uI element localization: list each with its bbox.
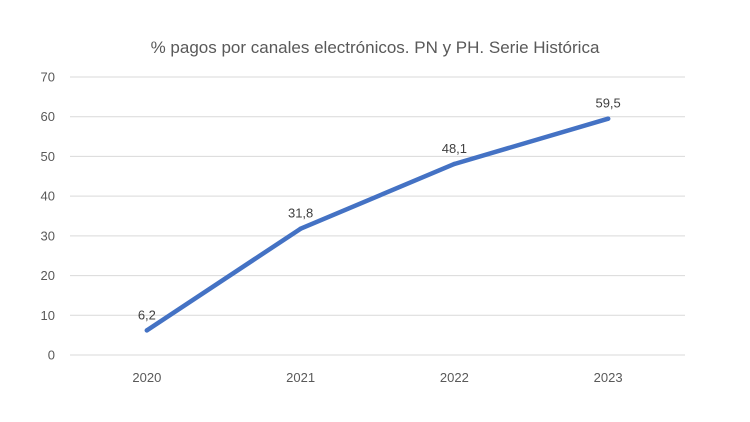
- y-tick-label: 30: [41, 228, 55, 243]
- y-tick-label: 50: [41, 149, 55, 164]
- data-label: 6,2: [138, 307, 156, 322]
- chart-title: % pagos por canales electrónicos. PN y P…: [150, 38, 600, 57]
- data-label: 31,8: [288, 206, 313, 221]
- x-axis-ticks: 2020 2021 2022 2023: [132, 370, 622, 385]
- y-tick-label: 0: [48, 348, 55, 363]
- x-tick-label: 2021: [286, 370, 315, 385]
- x-tick-label: 2020: [132, 370, 161, 385]
- x-tick-label: 2023: [594, 370, 623, 385]
- y-tick-label: 40: [41, 189, 55, 204]
- data-label: 59,5: [595, 96, 620, 111]
- gridlines: [70, 76, 685, 356]
- y-tick-label: 20: [41, 268, 55, 283]
- data-point: [605, 116, 611, 121]
- series-line: [144, 116, 611, 333]
- series-line-group: [144, 116, 611, 333]
- y-tick-label: 60: [41, 109, 55, 124]
- data-point: [452, 161, 457, 167]
- data-point: [298, 226, 303, 231]
- y-axis-ticks: 0 10 20 30 40 50 60 70: [41, 70, 55, 363]
- y-tick-label: 10: [41, 308, 55, 323]
- data-labels: 6,2 31,8 48,1 59,5: [138, 96, 621, 323]
- data-label: 48,1: [442, 141, 467, 156]
- data-point: [144, 328, 150, 333]
- y-tick-label: 70: [41, 70, 55, 85]
- x-tick-label: 2022: [440, 370, 469, 385]
